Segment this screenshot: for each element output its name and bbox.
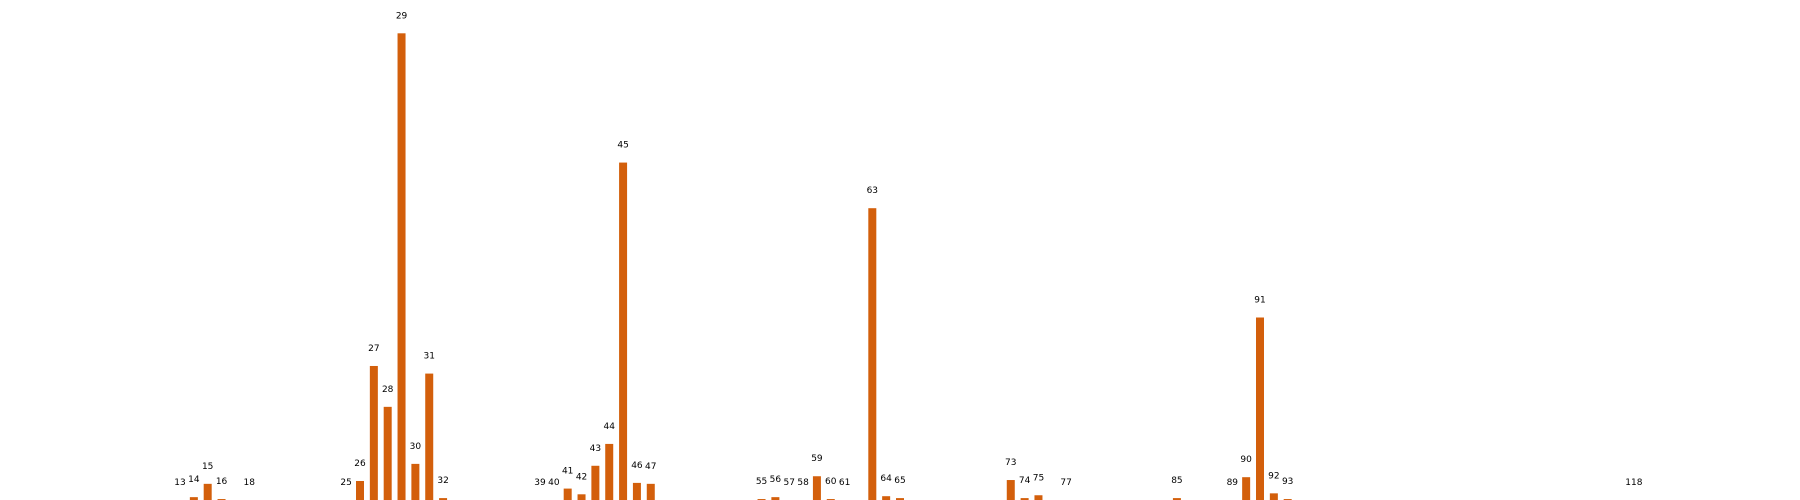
bar-73: [1006, 480, 1015, 500]
bar-45: [619, 162, 628, 500]
bar-41: [563, 488, 572, 500]
bar-label-25: 25: [340, 478, 351, 488]
bar-label-74: 74: [1019, 476, 1031, 486]
bar-label-63: 63: [867, 186, 878, 196]
bar-27: [369, 365, 378, 500]
bar-92: [1269, 493, 1278, 500]
bar-65: [896, 498, 904, 500]
bar-64: [882, 496, 891, 500]
bar-32: [439, 498, 448, 500]
bar-label-75: 75: [1033, 473, 1044, 483]
bar-63: [868, 208, 877, 500]
bar-label-45: 45: [617, 141, 628, 151]
bar-label-43: 43: [590, 444, 601, 454]
bar-label-42: 42: [576, 472, 587, 482]
bar-42: [577, 494, 586, 500]
bar-label-89: 89: [1227, 478, 1239, 488]
bar-label-13: 13: [174, 478, 185, 488]
bar-15: [203, 483, 212, 500]
bar-label-18: 18: [244, 478, 256, 488]
bar-label-92: 92: [1268, 471, 1279, 481]
bar-label-65: 65: [894, 476, 905, 486]
bar-59: [812, 476, 821, 500]
bar-label-26: 26: [354, 459, 366, 469]
bar-90: [1242, 477, 1251, 500]
bar-44: [605, 443, 614, 500]
bar-91: [1256, 317, 1264, 500]
bar-label-31: 31: [424, 352, 435, 362]
bar-label-118: 118: [1625, 478, 1642, 488]
bar-26: [356, 480, 364, 500]
bar-label-60: 60: [825, 477, 837, 487]
bar-label-46: 46: [631, 461, 643, 471]
bar-74: [1020, 498, 1029, 500]
bar-label-56: 56: [770, 475, 782, 485]
bar-label-77: 77: [1060, 478, 1071, 488]
bar-label-59: 59: [811, 454, 823, 464]
bar-29: [397, 33, 406, 500]
bar-label-32: 32: [437, 476, 448, 486]
bar-label-73: 73: [1005, 458, 1016, 468]
bar-label-41: 41: [562, 467, 573, 477]
bar-56: [771, 497, 780, 500]
bar-label-55: 55: [756, 477, 767, 487]
bar-46: [632, 482, 641, 500]
bar-label-85: 85: [1171, 476, 1182, 486]
bar-label-57: 57: [784, 478, 795, 488]
bar-label-14: 14: [188, 475, 200, 485]
bar-28: [383, 406, 392, 500]
bars-layer: [189, 33, 1292, 500]
bar-47: [646, 483, 655, 500]
bar-label-91: 91: [1254, 296, 1265, 306]
bar-label-27: 27: [368, 344, 379, 354]
bar-label-39: 39: [534, 478, 546, 488]
bar-label-28: 28: [382, 385, 394, 395]
bar-label-40: 40: [548, 478, 560, 488]
bar-31: [425, 373, 434, 500]
bar-43: [591, 465, 600, 500]
bar-label-47: 47: [645, 462, 656, 472]
bar-75: [1034, 495, 1043, 500]
bar-label-44: 44: [604, 422, 616, 432]
bar-label-90: 90: [1240, 455, 1252, 465]
bar-label-15: 15: [202, 462, 213, 472]
bar-label-61: 61: [839, 478, 850, 488]
bar-85: [1172, 498, 1181, 500]
bar-30: [411, 463, 420, 500]
bar-14: [189, 497, 198, 500]
bar-label-29: 29: [396, 11, 408, 21]
bar-label-93: 93: [1282, 477, 1293, 487]
bar-label-16: 16: [216, 477, 228, 487]
bar-label-64: 64: [880, 474, 892, 484]
bar-label-30: 30: [410, 442, 422, 452]
bar-label-58: 58: [797, 478, 809, 488]
